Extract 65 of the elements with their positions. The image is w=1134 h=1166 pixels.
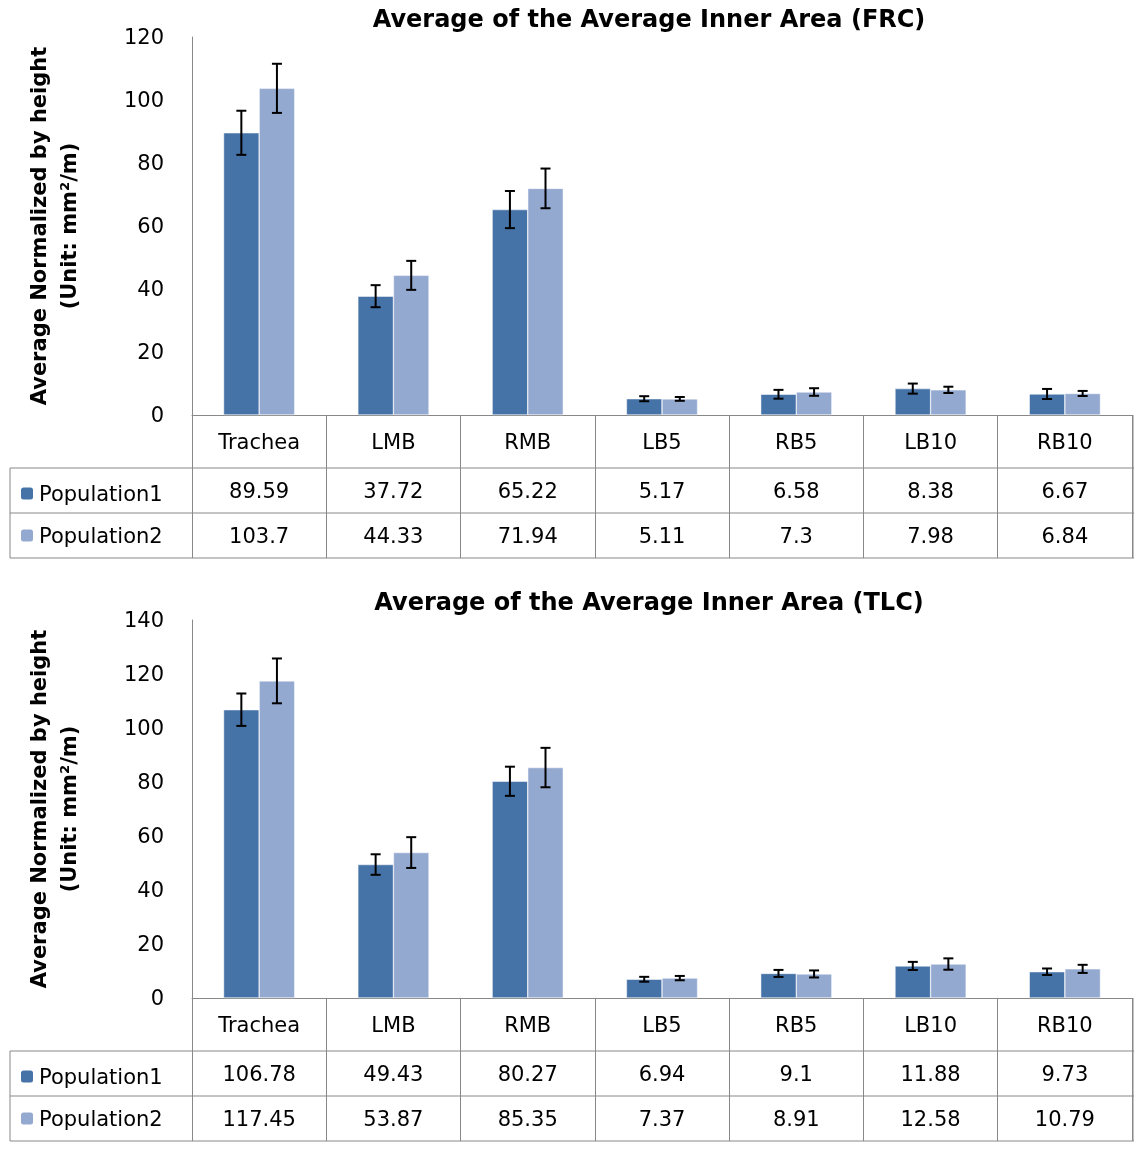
data-label: 6.94 <box>638 1061 686 1086</box>
data-label: 5.11 <box>638 523 686 548</box>
chart-title: Average of the Average Inner Area (FRC) <box>372 5 926 33</box>
y-tick-label: 60 <box>137 824 164 848</box>
legend-label: Population1 <box>39 1064 163 1089</box>
y-tick-label: 40 <box>137 878 164 902</box>
data-label: 11.88 <box>900 1061 961 1086</box>
data-label: 5.17 <box>638 478 686 503</box>
data-label: 106.78 <box>222 1061 296 1086</box>
data-label: 6.84 <box>1041 523 1089 548</box>
y-tick-label: 20 <box>137 340 164 364</box>
legend-label: Population2 <box>39 1106 163 1131</box>
x-tick-label: RMB <box>504 429 552 454</box>
x-tick-label: Trachea <box>217 429 301 454</box>
y-tick-label: 120 <box>123 662 164 686</box>
y-tick-label: 100 <box>123 88 164 112</box>
y-tick-label: 0 <box>150 986 164 1010</box>
data-label: 80.27 <box>497 1061 558 1086</box>
data-label: 65.22 <box>497 478 558 503</box>
data-label: 8.38 <box>907 478 954 503</box>
y-axis-title: Average Normalized by height (Unit: mm²/m) <box>27 46 81 406</box>
data-label: 7.37 <box>638 1106 686 1131</box>
data-label: 6.67 <box>1041 478 1089 503</box>
y-tick-label: 0 <box>150 403 164 427</box>
x-tick-label: RB10 <box>1036 1012 1093 1037</box>
x-tick-label: Trachea <box>217 1012 301 1037</box>
x-tick-label: RB5 <box>775 429 818 454</box>
data-label: 7.98 <box>907 523 954 548</box>
y-tick-label: 40 <box>137 277 164 301</box>
data-label: 7.3 <box>779 523 813 548</box>
data-label: 117.45 <box>222 1106 296 1131</box>
data-label: 89.59 <box>229 478 290 503</box>
y-axis-title: Average Normalized by height (Unit: mm²/m) <box>27 629 81 989</box>
data-label: 49.43 <box>363 1061 424 1086</box>
y-tick-label: 100 <box>123 716 164 740</box>
data-label: 103.7 <box>229 523 290 548</box>
x-tick-label: RMB <box>504 1012 552 1037</box>
data-label: 9.73 <box>1041 1061 1089 1086</box>
data-label: 6.58 <box>772 478 820 503</box>
legend-label: Population1 <box>39 481 163 506</box>
y-tick-label: 140 <box>123 608 164 632</box>
y-tick-label: 60 <box>137 214 164 238</box>
data-label: 9.1 <box>779 1061 813 1086</box>
x-tick-label: RB5 <box>775 1012 818 1037</box>
y-tick-label: 20 <box>137 932 164 956</box>
x-tick-label: LB5 <box>642 429 682 454</box>
legend-label: Population2 <box>39 523 163 548</box>
data-label: 44.33 <box>363 523 424 548</box>
data-label: 53.87 <box>363 1106 424 1131</box>
data-label: 12.58 <box>900 1106 961 1131</box>
x-tick-label: LMB <box>371 1012 416 1037</box>
data-label: 37.72 <box>363 478 424 503</box>
data-label: 85.35 <box>497 1106 558 1131</box>
x-tick-label: LB5 <box>642 1012 682 1037</box>
x-tick-label: RB10 <box>1036 429 1093 454</box>
y-tick-label: 80 <box>137 151 164 175</box>
x-tick-label: LMB <box>371 429 416 454</box>
x-tick-label: LB10 <box>904 429 957 454</box>
data-label: 10.79 <box>1034 1106 1095 1131</box>
x-tick-label: LB10 <box>904 1012 957 1037</box>
data-label: 71.94 <box>497 523 558 548</box>
data-label: 8.91 <box>772 1106 820 1131</box>
y-tick-label: 120 <box>123 25 164 49</box>
y-tick-label: 80 <box>137 770 164 794</box>
chart-title: Average of the Average Inner Area (TLC) <box>374 588 924 616</box>
